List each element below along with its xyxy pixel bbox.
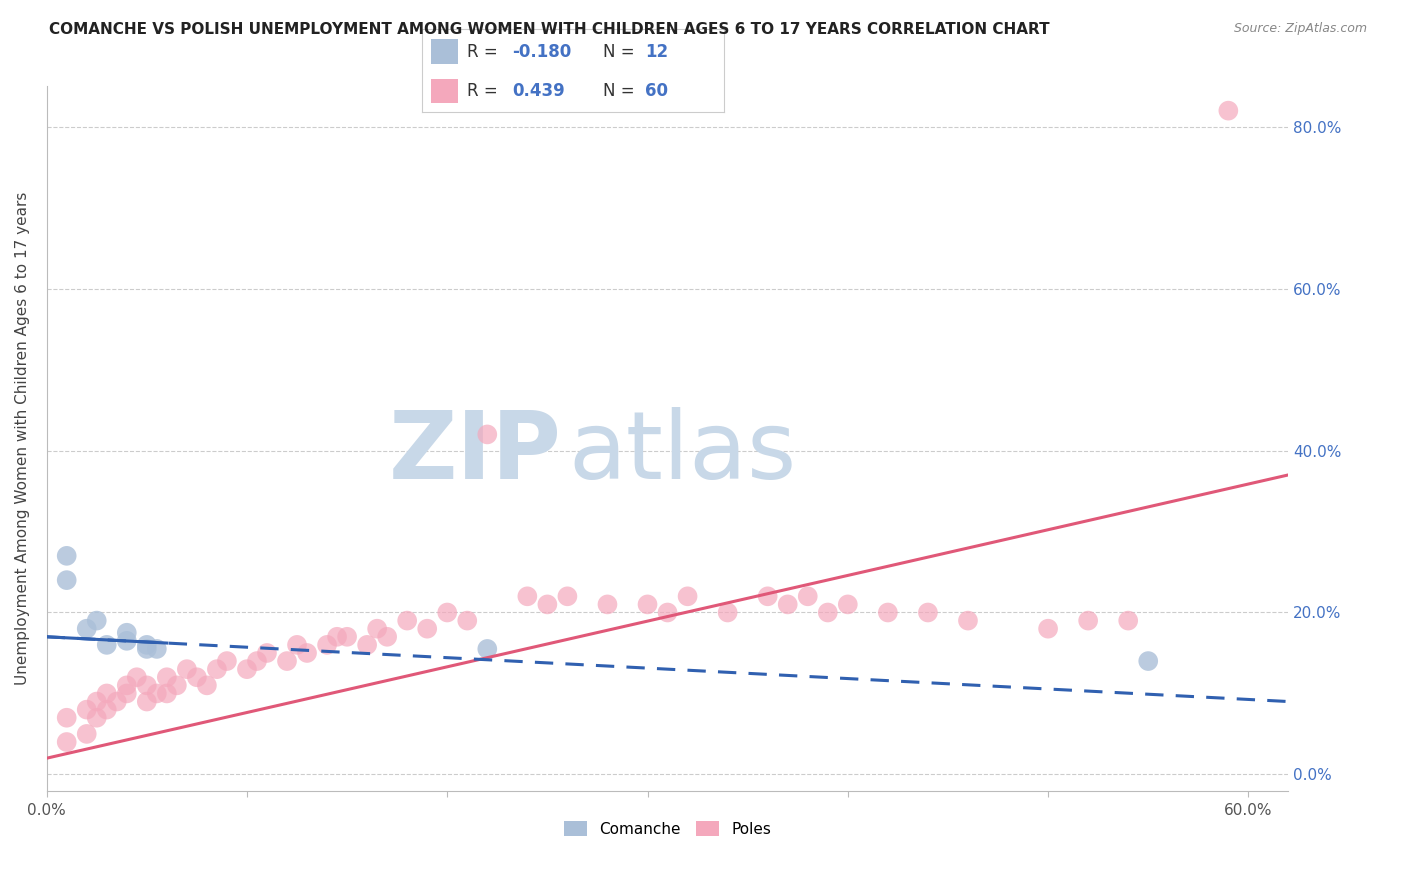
Point (796, 590, 818, 604)
Point (86, 711, 108, 725)
Point (105, 694, 128, 708)
Text: N =: N = (603, 82, 640, 100)
Point (186, 670, 208, 684)
Point (776, 598, 799, 612)
Text: R =: R = (467, 82, 503, 100)
Point (55, 735, 77, 749)
Point (375, 630, 398, 644)
Point (1137, 654, 1160, 668)
Point (135, 694, 157, 708)
Point (135, 678, 157, 692)
Point (477, 427, 499, 442)
Point (676, 590, 699, 604)
Point (115, 633, 138, 648)
Point (135, 638, 157, 652)
Point (436, 606, 458, 620)
Point (55, 573, 77, 587)
Point (1218, 103, 1240, 118)
Point (205, 662, 228, 676)
Point (817, 606, 839, 620)
Point (276, 654, 298, 668)
Point (557, 590, 579, 604)
Point (516, 590, 538, 604)
Point (917, 606, 939, 620)
Text: atlas: atlas (568, 407, 796, 499)
Point (717, 606, 740, 620)
Point (125, 670, 148, 684)
Point (96, 638, 118, 652)
FancyBboxPatch shape (430, 78, 458, 103)
Legend: Comanche, Poles: Comanche, Poles (558, 814, 778, 843)
Point (166, 678, 188, 692)
Point (316, 638, 339, 652)
Point (135, 641, 157, 656)
Point (215, 654, 238, 668)
Point (456, 614, 478, 628)
Y-axis label: Unemployment Among Women with Children Ages 6 to 17 years: Unemployment Among Women with Children A… (15, 192, 30, 685)
Point (236, 662, 259, 676)
Point (96, 703, 118, 717)
Point (356, 638, 378, 652)
Point (115, 686, 138, 700)
Point (876, 606, 898, 620)
Point (146, 686, 169, 700)
Text: N =: N = (603, 43, 640, 61)
Point (195, 678, 218, 692)
Point (416, 622, 439, 636)
Point (657, 606, 679, 620)
Text: ZIP: ZIP (389, 407, 562, 499)
Text: 0.439: 0.439 (512, 82, 565, 100)
Point (96, 686, 118, 700)
Point (956, 614, 979, 628)
Point (156, 670, 179, 684)
Point (637, 598, 659, 612)
Point (176, 662, 198, 676)
Text: Source: ZipAtlas.com: Source: ZipAtlas.com (1233, 22, 1367, 36)
Point (285, 638, 308, 652)
Point (1036, 622, 1059, 636)
Point (366, 622, 388, 636)
Point (837, 598, 859, 612)
Point (55, 549, 77, 563)
Point (115, 678, 138, 692)
Point (86, 694, 108, 708)
Text: 12: 12 (645, 43, 669, 61)
Point (536, 598, 558, 612)
Point (115, 625, 138, 640)
Point (55, 711, 77, 725)
Point (76, 622, 98, 636)
Point (86, 614, 108, 628)
Point (396, 614, 419, 628)
Point (336, 630, 359, 644)
Point (76, 727, 98, 741)
Point (756, 590, 779, 604)
Point (295, 646, 318, 660)
FancyBboxPatch shape (430, 39, 458, 64)
Point (326, 630, 349, 644)
Text: COMANCHE VS POLISH UNEMPLOYMENT AMONG WOMEN WITH CHILDREN AGES 6 TO 17 YEARS COR: COMANCHE VS POLISH UNEMPLOYMENT AMONG WO… (49, 22, 1050, 37)
Point (477, 641, 499, 656)
Point (76, 703, 98, 717)
Point (146, 641, 169, 656)
Text: -0.180: -0.180 (512, 43, 572, 61)
Point (1116, 614, 1139, 628)
Point (256, 646, 278, 660)
Point (1077, 614, 1099, 628)
Point (246, 654, 269, 668)
Point (156, 686, 179, 700)
Text: R =: R = (467, 43, 503, 61)
Point (596, 598, 619, 612)
Text: 60: 60 (645, 82, 668, 100)
